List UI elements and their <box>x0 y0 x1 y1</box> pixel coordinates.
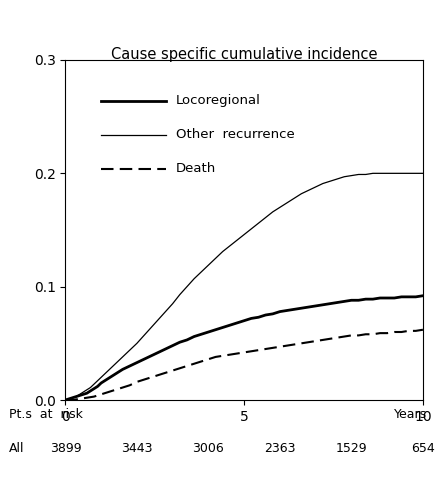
Text: Other  recurrence: Other recurrence <box>176 128 295 141</box>
Text: 2363: 2363 <box>264 442 296 456</box>
Text: Pt.s  at  risk: Pt.s at risk <box>9 408 82 420</box>
Text: Cause specific cumulative incidence: Cause specific cumulative incidence <box>111 48 378 62</box>
Text: 1529: 1529 <box>336 442 367 456</box>
Text: 3899: 3899 <box>50 442 81 456</box>
Text: Death: Death <box>176 162 217 175</box>
Text: 654: 654 <box>411 442 435 456</box>
Text: Locoregional: Locoregional <box>176 94 261 108</box>
Text: All: All <box>9 442 24 456</box>
Text: 3443: 3443 <box>121 442 153 456</box>
Text: Years: Years <box>394 408 427 420</box>
Text: 3006: 3006 <box>193 442 224 456</box>
